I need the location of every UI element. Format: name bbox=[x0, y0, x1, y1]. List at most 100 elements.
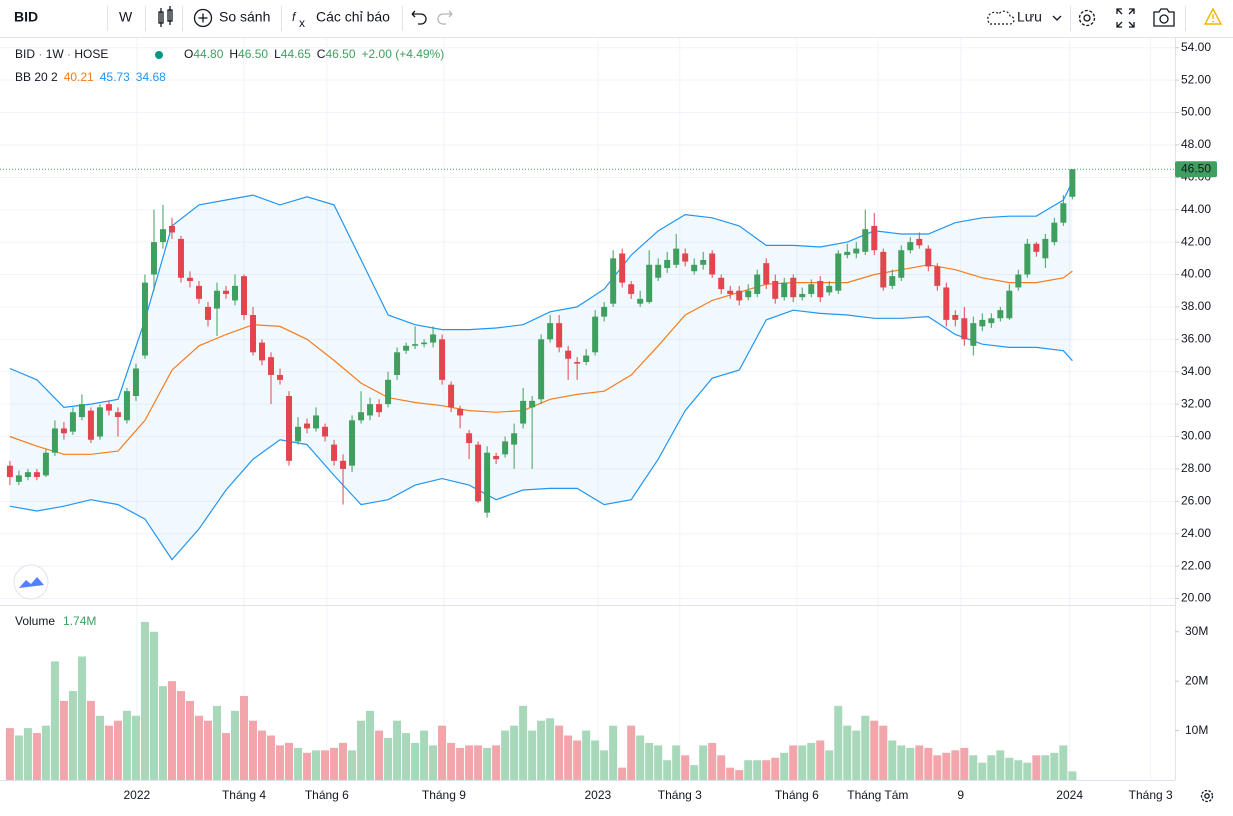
volume-bar bbox=[780, 752, 789, 780]
candle-body bbox=[610, 258, 617, 304]
candle-body bbox=[853, 248, 860, 254]
candle-body bbox=[132, 368, 139, 397]
volume-bar bbox=[888, 740, 897, 780]
candle-body bbox=[1033, 243, 1040, 252]
candle-body bbox=[799, 293, 806, 298]
legend-dot: · bbox=[64, 47, 75, 61]
symbol-button[interactable]: BID bbox=[14, 9, 38, 25]
candle-body bbox=[772, 281, 779, 299]
volume-bar bbox=[906, 747, 915, 780]
volume-bar bbox=[402, 733, 411, 780]
redo-icon[interactable] bbox=[437, 10, 453, 25]
volume-bar bbox=[681, 755, 690, 780]
x-tick-label: Tháng 9 bbox=[422, 788, 466, 802]
volume-bar bbox=[221, 733, 230, 780]
candle-body bbox=[475, 444, 482, 502]
chart-style-icon[interactable] bbox=[158, 6, 173, 27]
candle-body bbox=[78, 404, 85, 418]
candle-body bbox=[123, 391, 130, 421]
volume-bar bbox=[276, 745, 285, 780]
candle-body bbox=[961, 318, 968, 340]
candle-body bbox=[105, 404, 112, 411]
legend-dot: · bbox=[35, 47, 46, 61]
cloud-icon[interactable] bbox=[987, 10, 1015, 25]
candle-body bbox=[376, 404, 383, 413]
grid bbox=[0, 38, 1175, 780]
candle-body bbox=[943, 287, 950, 320]
indicators-icon: x bbox=[299, 16, 305, 30]
volume-bar bbox=[131, 715, 140, 780]
x-tick-label: Tháng 3 bbox=[1129, 788, 1173, 802]
candle-body bbox=[177, 238, 184, 278]
volume-tick-label: 20M bbox=[1185, 673, 1208, 687]
save-button[interactable]: Lưu bbox=[1017, 9, 1042, 25]
candle-body bbox=[538, 339, 545, 400]
warning-icon[interactable] bbox=[1203, 7, 1223, 25]
candle-body bbox=[763, 263, 770, 285]
settings-icon[interactable] bbox=[1078, 9, 1096, 27]
candle-body bbox=[907, 242, 914, 251]
screenshot-icon[interactable] bbox=[1153, 8, 1175, 27]
volume-bar bbox=[321, 750, 330, 780]
volume-bar bbox=[807, 742, 816, 780]
candle-body bbox=[204, 306, 211, 320]
x-tick-label: 2023 bbox=[585, 788, 612, 802]
candle-body bbox=[898, 250, 905, 278]
volume-bar bbox=[23, 728, 32, 780]
volume-bar bbox=[654, 745, 663, 780]
volume-bar bbox=[366, 710, 375, 780]
candle-body bbox=[673, 248, 680, 265]
candle-body bbox=[709, 253, 716, 275]
volume-bar bbox=[5, 728, 14, 780]
candle-body bbox=[736, 290, 743, 301]
candle-body bbox=[556, 323, 563, 348]
volume-bar bbox=[969, 755, 978, 780]
compare-icon[interactable] bbox=[193, 8, 213, 28]
candle-body bbox=[60, 428, 67, 434]
indicators-icon[interactable]: f bbox=[292, 10, 297, 24]
x-tick-label: 9 bbox=[957, 788, 964, 802]
candle-body bbox=[916, 238, 923, 246]
volume-bar bbox=[393, 720, 402, 780]
icon-part bbox=[1200, 789, 1214, 803]
volume-bar bbox=[294, 747, 303, 780]
candle-body bbox=[628, 284, 635, 294]
volume-bar bbox=[870, 720, 879, 780]
candle-body bbox=[1006, 290, 1013, 319]
volume-bar bbox=[483, 747, 492, 780]
timezone-settings-icon[interactable] bbox=[1200, 789, 1214, 803]
volume-bar bbox=[285, 742, 294, 780]
undo-icon[interactable] bbox=[411, 10, 427, 25]
volume-bar bbox=[411, 742, 420, 780]
volume-bar bbox=[249, 720, 258, 780]
y-tick-label: 50.00 bbox=[1181, 105, 1211, 119]
interval-button[interactable]: W bbox=[119, 9, 133, 25]
volume-bar bbox=[104, 725, 113, 780]
x-tick-label: Tháng 6 bbox=[775, 788, 819, 802]
fullscreen-icon[interactable] bbox=[1116, 8, 1135, 28]
icon-part bbox=[1212, 20, 1214, 23]
candle-body bbox=[664, 259, 671, 269]
candle-body bbox=[33, 472, 40, 478]
volume-bar bbox=[1032, 755, 1041, 780]
candle-body bbox=[15, 475, 22, 482]
candle-body bbox=[682, 253, 689, 262]
volume-bar bbox=[1023, 762, 1032, 780]
compare-button[interactable]: So sánh bbox=[219, 9, 270, 25]
y-tick-label: 24.00 bbox=[1181, 526, 1211, 540]
candle-body bbox=[232, 285, 238, 301]
candle-body bbox=[6, 465, 13, 478]
volume-bar bbox=[672, 745, 681, 780]
candle-body bbox=[394, 352, 401, 375]
candle-body bbox=[69, 412, 76, 432]
logo[interactable] bbox=[13, 564, 49, 600]
dropdown-icon[interactable] bbox=[1052, 15, 1062, 21]
indicators-button[interactable]: Các chỉ báo bbox=[316, 9, 390, 25]
volume-bar bbox=[546, 718, 555, 780]
icon-part bbox=[1159, 14, 1169, 24]
volume-bar bbox=[59, 700, 68, 780]
volume-bar bbox=[699, 745, 708, 780]
volume-bar bbox=[258, 730, 267, 780]
candle-body bbox=[1042, 238, 1049, 259]
